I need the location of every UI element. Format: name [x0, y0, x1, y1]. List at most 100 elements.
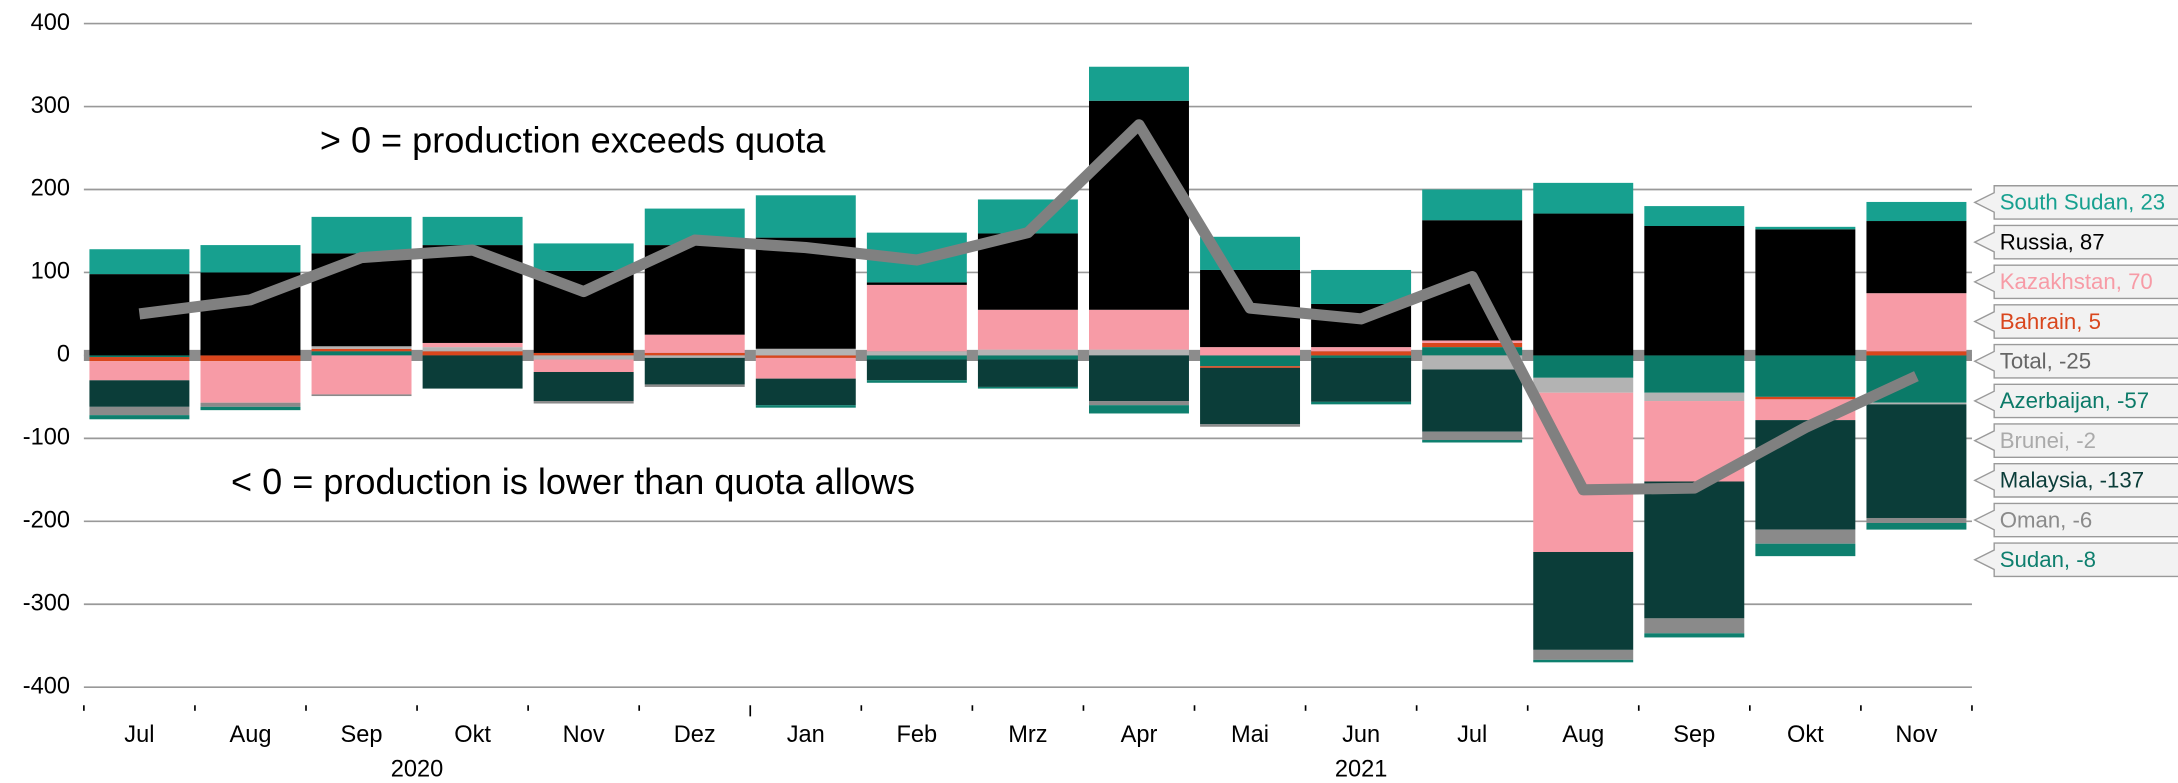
legend-label: Oman, -6 [2000, 507, 2093, 532]
bar-segment [1644, 618, 1745, 634]
bar-segment [89, 361, 190, 381]
bar-segment [755, 378, 856, 406]
bar-segment [1866, 517, 1967, 523]
x-tick-label: Jul [124, 722, 154, 748]
bar-segment [1755, 355, 1856, 397]
bar-segment [1089, 405, 1189, 414]
bar-segment [1200, 367, 1301, 425]
bar-segment [311, 346, 412, 349]
bar-segment [1089, 401, 1189, 406]
bar-segment [533, 371, 634, 402]
bar-segment [755, 405, 856, 408]
bar-segment [866, 359, 967, 381]
legend-box [1973, 343, 2178, 379]
bar-segment [1533, 355, 1634, 378]
bar-segment [1866, 522, 1967, 530]
bar-segment [1089, 309, 1189, 350]
bar-segment [1311, 347, 1412, 352]
bar-segment [755, 195, 856, 238]
bar-segment [644, 355, 745, 358]
bar-segment [89, 380, 190, 407]
y-tick-label: 400 [31, 10, 70, 36]
legend-label: Bahrain, 5 [2000, 309, 2101, 334]
y-tick-label: 100 [31, 259, 70, 285]
bar-segment [1422, 369, 1523, 432]
bar-segment [200, 361, 301, 403]
bar-segment [533, 352, 634, 356]
bar-segment [89, 357, 190, 362]
bar-segment [533, 243, 634, 271]
bar-segment [1866, 201, 1967, 222]
bar-segment [866, 380, 967, 383]
x-tick-label: Nov [563, 722, 605, 748]
bar-segment [755, 348, 856, 356]
bar-segment [200, 406, 301, 411]
bar-segment [89, 249, 190, 275]
bar-segment [1200, 355, 1301, 367]
bar-segment [755, 357, 856, 379]
bar-segment [200, 402, 301, 407]
x-tick-label: Sep [341, 722, 383, 748]
bar-segment [1089, 100, 1189, 310]
bar-segment [89, 355, 190, 358]
bar-segment [311, 394, 412, 397]
x-tick-label: Okt [454, 722, 491, 748]
x-tick-label: Mrz [1008, 722, 1047, 748]
bar-segment [644, 334, 745, 353]
x-tick-label: Mai [1231, 722, 1269, 748]
legend-box [1973, 423, 2178, 458]
bar-segment [422, 342, 523, 348]
bar-segment [1533, 213, 1634, 356]
x-tick-label: Apr [1121, 722, 1158, 748]
legend-box [1973, 304, 2178, 339]
bar-segment [1866, 221, 1967, 294]
bar-segment [1311, 357, 1412, 402]
legend-label: Sudan, -8 [2000, 547, 2096, 572]
bar-segment [1089, 66, 1189, 101]
bar-segment [89, 415, 190, 420]
year-label: 2020 [391, 757, 444, 783]
bar-segment [1866, 293, 1967, 352]
bar-segment [1755, 229, 1856, 356]
bar-segment [1200, 424, 1301, 427]
bar-segment [1644, 481, 1745, 619]
x-tick-label: Nov [1895, 722, 1937, 748]
annotation: > 0 = production exceeds quota [320, 120, 826, 161]
bar-segment [1755, 396, 1856, 400]
bar-segment [533, 355, 634, 360]
bar-segment [422, 351, 523, 356]
bar-segment [977, 359, 1078, 387]
bar-segment [311, 355, 412, 395]
bar-segment [1200, 366, 1301, 368]
x-tick-label: Aug [229, 722, 271, 748]
annotation: < 0 = production is lower than quota all… [231, 461, 915, 502]
bar-segment [644, 352, 745, 356]
legend-box [1973, 185, 2178, 220]
bar-segment [1533, 182, 1634, 214]
legend-box [1973, 542, 2178, 578]
bar-segment [422, 355, 523, 389]
bar-segment [866, 284, 967, 352]
legend-label: Azerbaijan, -57 [2000, 388, 2149, 413]
y-tick-label: 0 [57, 342, 70, 368]
bar-segment [1755, 543, 1856, 557]
bar-segment [1422, 440, 1523, 443]
y-tick-label: -200 [23, 508, 70, 534]
bar-segment [1089, 355, 1189, 402]
bar-segment [1422, 347, 1523, 356]
bar-segment [1644, 226, 1745, 356]
bar-segment [533, 401, 634, 404]
legend-label: Kazakhstan, 70 [2000, 269, 2153, 294]
legend-label: Malaysia, -137 [2000, 468, 2144, 493]
x-tick-label: Okt [1787, 722, 1824, 748]
y-tick-label: 300 [31, 93, 70, 119]
y-tick-label: -400 [23, 673, 70, 699]
legend-label: Total, -25 [2000, 348, 2091, 373]
x-tick-label: Sep [1673, 722, 1715, 748]
bar-segment [311, 351, 412, 356]
bar-segment [755, 355, 856, 358]
bar-segment [1755, 529, 1856, 544]
x-tick-label: Jul [1457, 722, 1487, 748]
x-tick-label: Jan [787, 722, 825, 748]
